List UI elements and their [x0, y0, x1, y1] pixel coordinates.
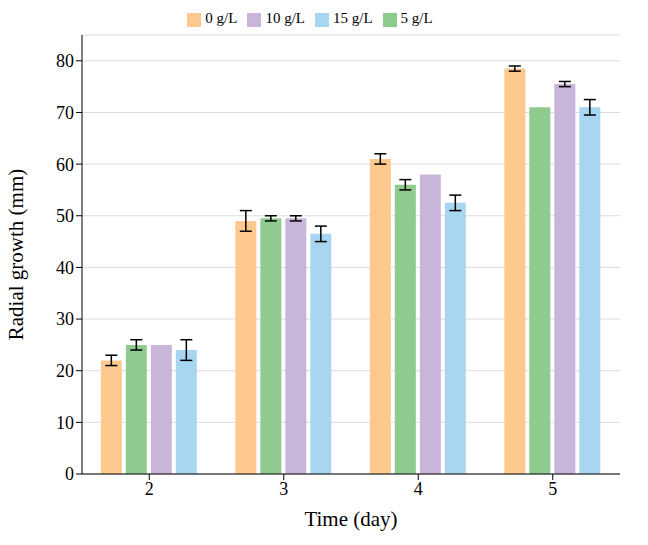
svg-text:Radial growth (mm): Radial growth (mm): [4, 169, 28, 340]
svg-text:4: 4: [414, 479, 423, 499]
svg-text:80: 80: [56, 51, 74, 71]
svg-text:20: 20: [56, 361, 74, 381]
svg-text:70: 70: [56, 103, 74, 123]
svg-text:Time (day): Time (day): [304, 507, 397, 531]
html-text:0 g/L: 0 g/L: [205, 10, 238, 26]
svg-text:5: 5: [548, 479, 557, 499]
svg-text:30: 30: [56, 309, 74, 329]
svg-text:3: 3: [279, 479, 288, 499]
html-text:5 g/L: 5 g/L: [400, 10, 433, 26]
html-text:15 g/L: 15 g/L: [333, 10, 373, 26]
svg-text:10: 10: [56, 413, 74, 433]
svg-text:60: 60: [56, 155, 74, 175]
svg-text:40: 40: [56, 258, 74, 278]
svg-text:2: 2: [145, 479, 154, 499]
svg-text:0: 0: [65, 464, 74, 484]
html-text:10 g/L: 10 g/L: [265, 10, 305, 26]
svg-text:50: 50: [56, 206, 74, 226]
